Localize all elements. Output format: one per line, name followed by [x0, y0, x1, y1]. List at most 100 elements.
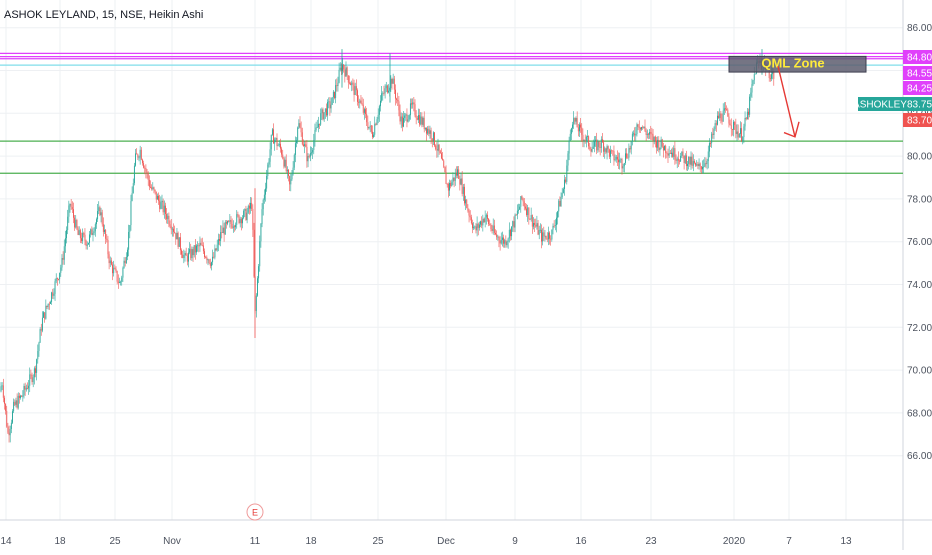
candle-body [462, 186, 464, 194]
candle-body [179, 237, 181, 251]
candle-body [524, 206, 526, 209]
candle-body [23, 385, 25, 396]
candle-body [235, 224, 237, 228]
candle-body [257, 278, 258, 296]
price-tag: 84.80 [903, 50, 932, 64]
candle-body [419, 115, 421, 125]
candle-body [405, 114, 407, 116]
candle-body [699, 163, 701, 167]
candle-body [110, 260, 112, 265]
candle-body [64, 238, 66, 247]
candle-body [297, 127, 299, 141]
arrow-head [783, 121, 800, 138]
candle-body [737, 131, 739, 138]
candle-body [523, 201, 525, 207]
candle-body [476, 223, 478, 231]
candle-body [530, 214, 532, 220]
candle-body [268, 161, 270, 165]
candle-body [177, 232, 179, 247]
candle-body [56, 278, 58, 280]
candle-body [290, 179, 292, 185]
candle-body [71, 207, 73, 210]
candle-body [428, 128, 430, 134]
candle-body [499, 240, 501, 244]
candle-body [220, 232, 222, 241]
candle-body [579, 124, 580, 132]
candle-body [733, 121, 734, 130]
candle-body [422, 117, 424, 125]
candle-body [441, 153, 442, 159]
candle-body [143, 163, 145, 168]
candle-body [542, 232, 544, 242]
candle-body [102, 224, 104, 232]
candle-body [465, 199, 467, 204]
candle-body [24, 385, 26, 390]
candle-body [202, 245, 204, 252]
candle-body [406, 114, 408, 122]
candle-body [68, 205, 70, 217]
candle-body [516, 210, 518, 215]
candle-body [316, 127, 318, 129]
candle-body [570, 128, 572, 134]
candle-body [725, 108, 726, 110]
candle-body [170, 226, 172, 230]
candle-body [773, 71, 775, 79]
candle-body [614, 159, 616, 161]
candle-body [191, 249, 193, 259]
candle-body [658, 139, 660, 151]
candle-body [675, 159, 677, 161]
candle-body [618, 159, 619, 163]
x-tick-label: 7 [786, 536, 792, 547]
y-tick-label: 86.00 [907, 23, 932, 34]
candle-body [717, 115, 718, 125]
candle-body [28, 385, 30, 389]
candle-body [639, 127, 641, 130]
candle-body [60, 267, 62, 273]
candle-body [234, 226, 235, 228]
candle-body [183, 254, 185, 258]
candle-body [67, 216, 69, 231]
candle-body [610, 150, 611, 157]
candle-body [696, 164, 698, 166]
candle-body [20, 395, 21, 398]
candle-body [753, 74, 755, 81]
candle-body [681, 151, 683, 156]
candle-body [151, 187, 153, 189]
candle-body [353, 83, 355, 95]
candle-body [642, 127, 644, 128]
candle-body [561, 192, 563, 197]
candle-body [12, 411, 13, 423]
candle-body [723, 108, 725, 111]
candle-body [181, 250, 182, 255]
candle-body [317, 123, 319, 128]
candle-body [459, 178, 461, 185]
candle-body [454, 173, 456, 181]
candle-body [136, 153, 138, 155]
candle-body [590, 149, 592, 152]
candle-body [314, 130, 316, 140]
candle-body [649, 131, 651, 135]
candle-body [192, 249, 194, 256]
candle-body [621, 159, 623, 169]
candle-body [74, 217, 76, 228]
y-tick-label: 80.00 [907, 152, 932, 163]
candle-body [551, 229, 553, 240]
candle-body [460, 178, 462, 185]
candle-body [474, 226, 476, 228]
candle-body [132, 183, 134, 194]
candles [0, 49, 775, 443]
candle-body [531, 214, 533, 227]
candle-body [711, 133, 713, 144]
candle-body [679, 160, 680, 162]
candle-body [661, 139, 663, 147]
candle-body [505, 240, 507, 246]
candle-body [444, 166, 446, 173]
candle-body [485, 214, 487, 218]
candle-body [286, 169, 288, 172]
candle-body [365, 109, 366, 115]
candle-body [413, 102, 415, 105]
candle-body [683, 155, 685, 163]
candle-body [9, 428, 11, 436]
